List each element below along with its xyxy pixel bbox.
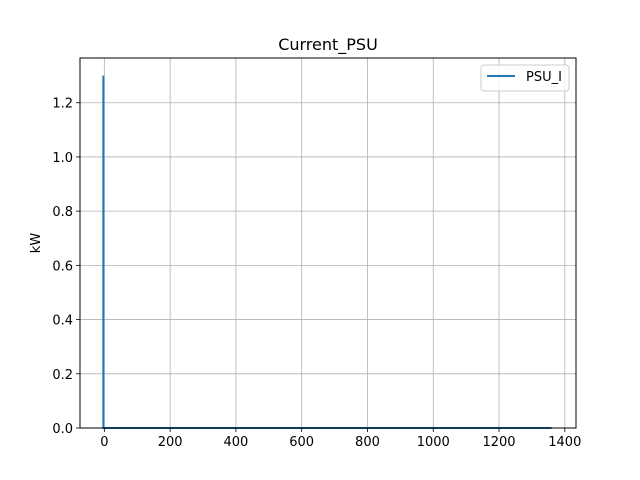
y-tick-label: 0.0 <box>52 422 73 437</box>
x-tick-label: 0 <box>100 435 108 450</box>
y-tick-label: 0.2 <box>52 368 73 383</box>
x-tick-label: 600 <box>289 435 314 450</box>
axes-frame <box>79 57 577 429</box>
x-tick-label: 1000 <box>417 435 450 450</box>
y-tick-label: 0.8 <box>52 205 73 220</box>
y-axis-label: kW <box>29 233 44 254</box>
y-tick-label: 0.6 <box>52 259 73 274</box>
y-tick-label: 0.4 <box>52 314 73 329</box>
x-axis: 0 200 400 600 800 1000 1200 1400 <box>100 428 581 450</box>
legend: PSU_I <box>480 64 570 92</box>
legend-label: PSU_I <box>526 70 562 85</box>
legend-box <box>480 64 570 92</box>
x-tick-label: 800 <box>355 435 380 450</box>
x-tick-label: 1400 <box>548 435 581 450</box>
chart-title: Current_PSU <box>278 35 378 55</box>
x-tick-label: 1200 <box>482 435 515 450</box>
y-tick-label: 1.0 <box>52 151 73 166</box>
x-tick-label: 400 <box>223 435 248 450</box>
y-tick-label: 1.2 <box>52 97 73 112</box>
x-tick-label: 200 <box>158 435 183 450</box>
y-axis: 0.0 0.2 0.4 0.6 0.8 1.0 1.2 <box>52 97 80 437</box>
